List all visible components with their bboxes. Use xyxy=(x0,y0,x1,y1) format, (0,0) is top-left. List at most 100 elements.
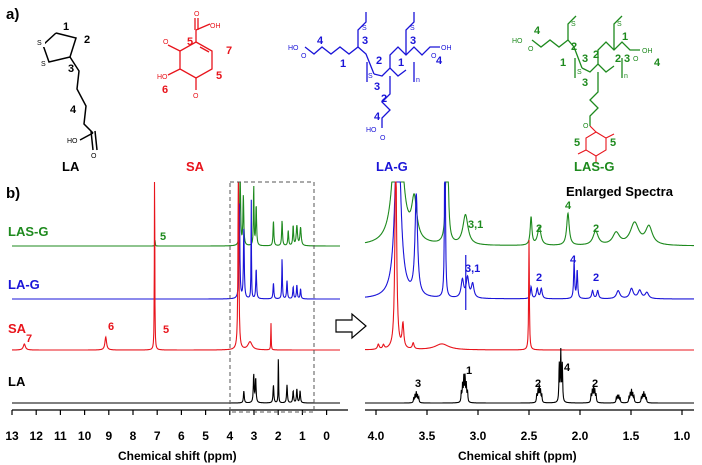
trace-label-lag: LA-G xyxy=(8,277,40,292)
right-lag-label-4: 4 xyxy=(570,254,577,266)
left-axis-tick-label: 1 xyxy=(299,429,306,443)
la-atoms: S S HO O xyxy=(36,38,97,160)
svg-text:1: 1 xyxy=(398,57,404,69)
compound-label-sa: SA xyxy=(186,159,205,174)
svg-text:n: n xyxy=(624,73,628,80)
svg-text:5: 5 xyxy=(610,137,616,149)
svg-text:2: 2 xyxy=(376,55,382,67)
svg-text:5: 5 xyxy=(187,36,193,48)
right-axis-tick-label: 3.5 xyxy=(419,429,436,443)
svg-text:2: 2 xyxy=(593,49,599,61)
right-la-label-2a: 2 xyxy=(535,378,541,390)
right-la-label-3: 3 xyxy=(415,378,421,390)
svg-text:HO: HO xyxy=(512,38,523,45)
svg-text:S: S xyxy=(617,21,622,28)
svg-text:6: 6 xyxy=(162,84,168,96)
svg-text:4: 4 xyxy=(70,104,77,116)
left-axis-tick-label: 7 xyxy=(154,429,161,443)
right-lasg-label-2b: 2 xyxy=(593,223,599,235)
left-axis-tick-label: 13 xyxy=(5,429,19,443)
svg-text:HO: HO xyxy=(288,45,299,52)
left-axis-tick-label: 0 xyxy=(323,429,330,443)
right-axis-tick-label: 2.0 xyxy=(572,429,589,443)
left-spectra xyxy=(12,181,340,404)
left-axis-tick-label: 8 xyxy=(130,429,137,443)
right-axis-tick-label: 1.0 xyxy=(674,429,691,443)
left-axis-title: Chemical shift (ppm) xyxy=(118,449,237,463)
svg-text:1: 1 xyxy=(340,58,346,70)
left-axis-tick-label: 11 xyxy=(54,429,67,443)
right-la-label-4: 4 xyxy=(564,362,571,374)
sa-structure xyxy=(167,18,213,90)
sa-right-spectrum xyxy=(365,181,694,351)
panel-b-label: b) xyxy=(6,185,20,202)
svg-text:3: 3 xyxy=(68,63,74,75)
left-axis-tick-label: 12 xyxy=(30,429,44,443)
left-axis-tick-label: 4 xyxy=(226,429,233,443)
svg-text:4: 4 xyxy=(436,55,443,67)
trace-label-la: LA xyxy=(8,374,26,389)
svg-text:HO: HO xyxy=(67,138,78,145)
left-axis-tick-label: 9 xyxy=(105,429,112,443)
right-la-label-1: 1 xyxy=(466,365,472,377)
left-axis-tick-label: 10 xyxy=(78,429,92,443)
left-axis-tick-label: 6 xyxy=(178,429,185,443)
right-lag-label-31: 3,1 xyxy=(465,263,480,275)
la-right-spectrum xyxy=(365,347,694,404)
compound-label-lag: LA-G xyxy=(376,159,408,174)
svg-text:O: O xyxy=(583,123,589,130)
lasg-structure xyxy=(531,15,640,126)
right-axis-tick-label: 2.5 xyxy=(521,429,538,443)
sa-numbers: 5 7 6 5 xyxy=(162,36,232,96)
svg-text:O: O xyxy=(633,56,639,63)
svg-text:S: S xyxy=(41,61,46,68)
left-axis-tick-label: 5 xyxy=(202,429,209,443)
svg-text:5: 5 xyxy=(574,137,580,149)
svg-text:1: 1 xyxy=(63,21,69,33)
zoom-box xyxy=(229,181,315,413)
svg-text:4: 4 xyxy=(654,57,661,69)
lasg-right-spectrum xyxy=(364,181,694,247)
svg-text:2: 2 xyxy=(571,41,577,53)
svg-text:O: O xyxy=(91,153,97,160)
svg-text:3: 3 xyxy=(624,53,630,65)
svg-text:O: O xyxy=(431,53,437,60)
panel-a-label: a) xyxy=(6,6,19,23)
svg-text:HO: HO xyxy=(366,127,377,134)
right-lag-label-2b: 2 xyxy=(593,272,599,284)
sa-atoms: O OH O HO O xyxy=(157,11,221,100)
lasg-peak-label-5: 5 xyxy=(160,231,166,243)
svg-text:OH: OH xyxy=(210,23,221,30)
svg-text:3: 3 xyxy=(582,53,588,65)
svg-text:S: S xyxy=(410,25,415,32)
right-lag-label-2a: 2 xyxy=(536,272,542,284)
la-left-spectrum xyxy=(12,359,340,404)
svg-text:OH: OH xyxy=(642,48,653,55)
svg-text:O: O xyxy=(528,46,534,53)
svg-text:2: 2 xyxy=(84,34,90,46)
right-lasg-label-4: 4 xyxy=(565,200,572,212)
left-axis-tick-label: 2 xyxy=(275,429,282,443)
left-axis: 13 12 11 10 9 8 7 6 5 4 3 2 1 0 xyxy=(5,409,348,443)
lasg-left-spectrum xyxy=(12,181,340,247)
lag-structure xyxy=(304,12,440,128)
svg-text:5: 5 xyxy=(216,70,222,82)
sa-peak-label-6: 6 xyxy=(108,321,114,333)
right-axis-tick-label: 3.0 xyxy=(470,429,487,443)
left-axis-tick-label: 3 xyxy=(251,429,258,443)
svg-text:S: S xyxy=(37,40,42,47)
la-numbers: 1 2 3 4 xyxy=(63,21,90,116)
zoom-arrow xyxy=(335,312,367,340)
svg-text:S: S xyxy=(571,21,576,28)
right-lasg-label-2a: 2 xyxy=(536,223,542,235)
svg-text:HO: HO xyxy=(157,74,168,81)
svg-text:4: 4 xyxy=(534,25,541,37)
svg-text:2: 2 xyxy=(615,53,621,65)
sa-peak-label-5: 5 xyxy=(163,324,169,336)
svg-text:7: 7 xyxy=(226,45,232,57)
right-axis-title: Chemical shift (ppm) xyxy=(458,449,577,463)
lag-atoms: HO O OH O S S S n HO O xyxy=(288,25,452,142)
la-structure xyxy=(42,32,98,151)
svg-text:S: S xyxy=(577,69,582,76)
